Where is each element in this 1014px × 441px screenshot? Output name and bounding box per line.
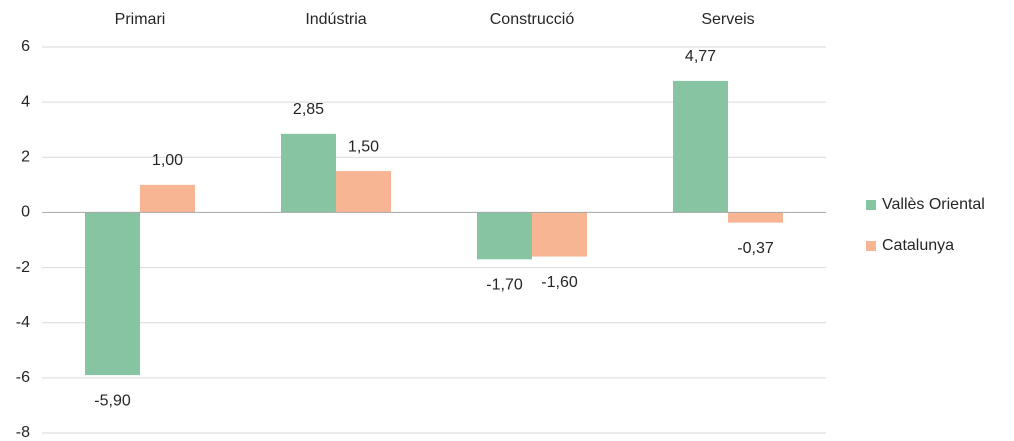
y-tick-label: -8 — [16, 424, 30, 441]
bar — [85, 212, 140, 376]
data-label: 2,85 — [293, 101, 324, 118]
y-tick-label: 6 — [21, 38, 30, 55]
data-label: -0,37 — [737, 240, 774, 257]
legend-swatch — [866, 241, 876, 251]
legend-swatch — [866, 200, 876, 210]
data-label: -1,70 — [486, 277, 523, 294]
legend-label: Vallès Oriental — [882, 196, 985, 213]
bar — [673, 80, 728, 213]
data-label: 1,50 — [348, 138, 379, 155]
data-label: 4,77 — [685, 48, 716, 65]
y-tick-label: 2 — [21, 149, 30, 166]
y-tick-label: 4 — [21, 93, 30, 110]
category-label: Indústria — [305, 11, 366, 28]
y-tick-label: -6 — [16, 369, 30, 386]
bar — [532, 212, 587, 257]
data-label: 1,00 — [152, 152, 183, 169]
category-label: Construcció — [490, 11, 575, 28]
category-label: Serveis — [701, 11, 754, 28]
category-label: Primari — [115, 11, 166, 28]
y-tick-label: -4 — [16, 314, 30, 331]
bar — [728, 212, 783, 223]
y-tick-label: -2 — [16, 259, 30, 276]
data-label: -5,90 — [94, 392, 131, 409]
legend-label: Catalunya — [882, 237, 954, 254]
bar — [140, 184, 195, 213]
bar — [477, 212, 532, 260]
y-tick-label: 0 — [21, 204, 30, 221]
bar — [336, 171, 391, 213]
bar — [281, 133, 336, 213]
data-label: -1,60 — [541, 274, 578, 291]
